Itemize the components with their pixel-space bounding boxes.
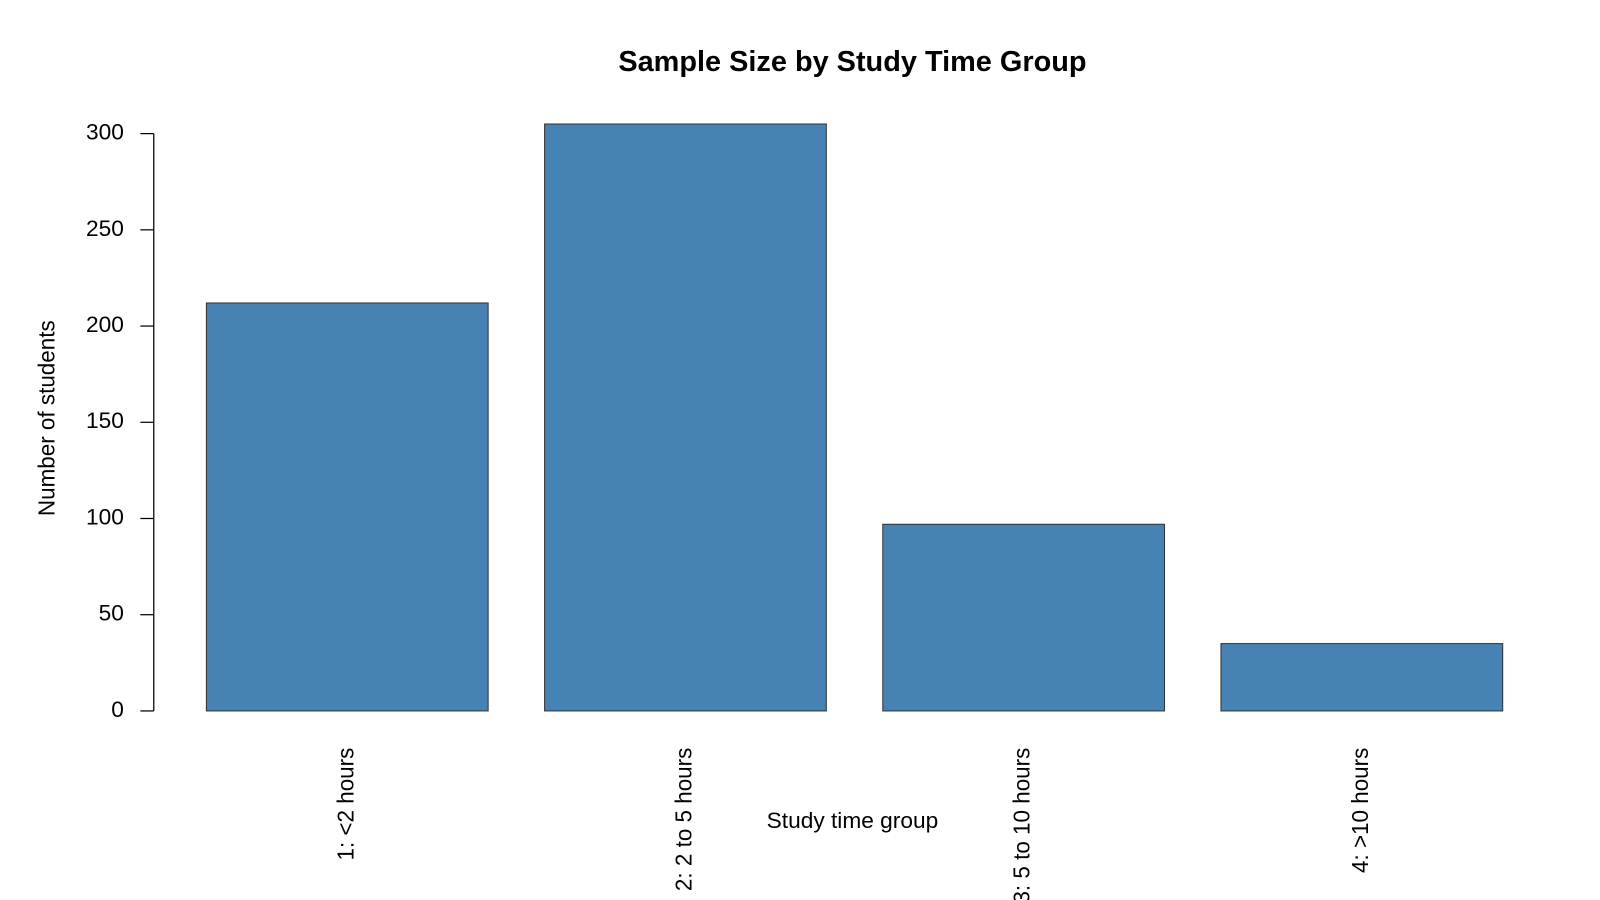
- plot-area: Sample Size by Study Time Group Study ti…: [34, 46, 1504, 900]
- x-tick-label: 3: 5 to 10 hours: [1010, 748, 1035, 900]
- x-tick-label: 2: 2 to 5 hours: [671, 748, 696, 891]
- chart-title: Sample Size by Study Time Group: [618, 46, 1086, 78]
- y-tick-label: 100: [86, 505, 124, 530]
- bar: [205, 302, 489, 712]
- y-tick-label: 300: [86, 120, 124, 145]
- y-tick-label: 200: [86, 312, 124, 337]
- y-tick-label: 150: [86, 408, 124, 433]
- x-tick-label: 4: >10 hours: [1348, 748, 1373, 873]
- y-tick-label: 0: [111, 697, 124, 722]
- x-tick-label: 1: <2 hours: [333, 748, 358, 861]
- y-axis-title: Number of students: [34, 320, 59, 516]
- y-tick-label: 250: [86, 216, 124, 241]
- bar: [1220, 643, 1504, 712]
- bar: [882, 523, 1166, 712]
- x-axis-title: Study time group: [767, 808, 939, 833]
- y-tick-label: 50: [99, 601, 124, 626]
- bar: [544, 123, 827, 712]
